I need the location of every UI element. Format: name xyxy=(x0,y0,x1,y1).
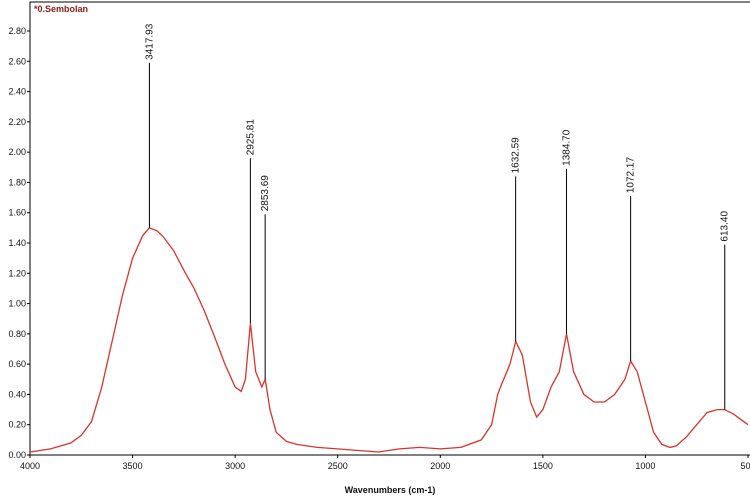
peak-label: 2925.81 xyxy=(245,119,256,156)
peak-label: 1384.70 xyxy=(562,129,573,166)
y-tick-label: 2.60 xyxy=(8,56,26,66)
chart-title: *0.Sembolan xyxy=(34,4,88,14)
peak-label: 1632.59 xyxy=(511,137,522,174)
x-tick-label: 2000 xyxy=(430,461,450,471)
y-tick-label: 2.80 xyxy=(8,26,26,36)
spectrum-line xyxy=(29,227,749,453)
x-tick-label: 1500 xyxy=(533,461,553,471)
x-tick-label: 500 xyxy=(740,461,750,471)
y-tick-label: 0.20 xyxy=(8,420,26,430)
y-tick-label: 2.00 xyxy=(8,147,26,157)
x-tick-label: 4000 xyxy=(20,461,40,471)
y-tick-label: 1.20 xyxy=(8,268,26,278)
x-tick-label: 2500 xyxy=(328,461,348,471)
y-tick-label: 2.40 xyxy=(8,87,26,97)
y-tick-label: 1.80 xyxy=(8,177,26,187)
peak-label: 1072.17 xyxy=(626,157,637,194)
y-tick-label: 1.40 xyxy=(8,238,26,248)
y-tick-label: 0.40 xyxy=(8,389,26,399)
peak-label: 613.40 xyxy=(720,211,731,242)
x-tick-label: 1000 xyxy=(635,461,655,471)
x-axis-label: Wavenumbers (cm-1) xyxy=(345,485,436,495)
y-tick-label: 1.00 xyxy=(8,299,26,309)
y-tick-label: 2.20 xyxy=(8,117,26,127)
plot-frame xyxy=(29,1,750,456)
x-tick-label: 3500 xyxy=(123,461,143,471)
y-tick-label: 0.00 xyxy=(8,450,26,460)
peak-label: 2853.69 xyxy=(260,175,271,212)
x-tick-label: 3000 xyxy=(225,461,245,471)
y-tick-label: 0.80 xyxy=(8,329,26,339)
y-tick-label: 0.60 xyxy=(8,359,26,369)
y-tick-label: 1.60 xyxy=(8,208,26,218)
peak-label: 3417.93 xyxy=(144,23,155,60)
